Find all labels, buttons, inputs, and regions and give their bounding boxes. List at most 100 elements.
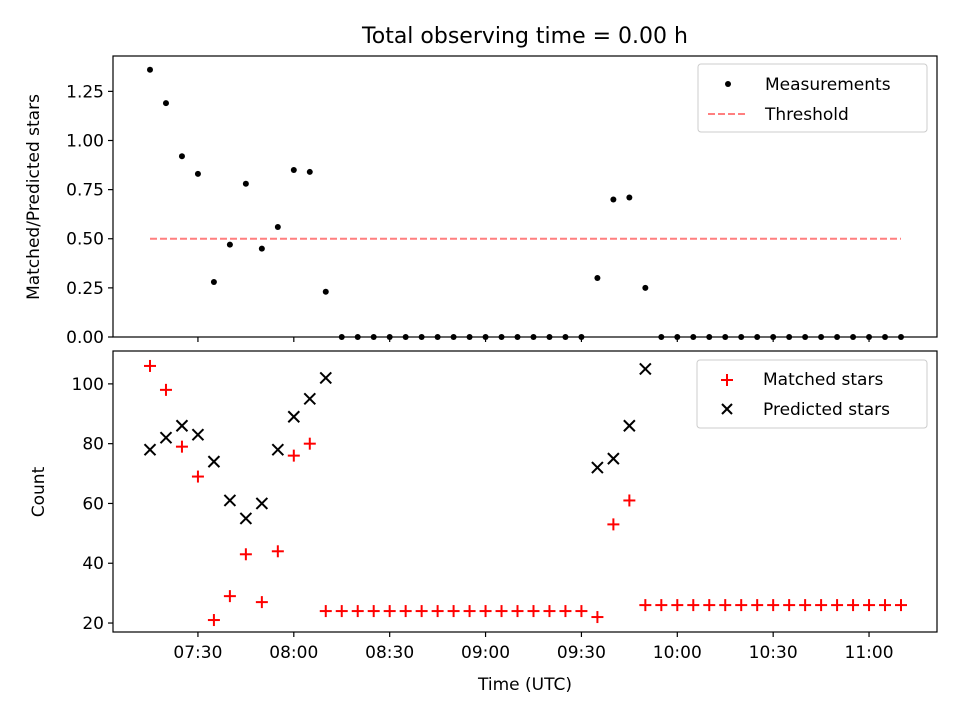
measurement-point: [178, 153, 185, 160]
matched-star-point: [591, 611, 604, 624]
x-tick-label: 10:00: [653, 643, 702, 663]
top-y-tick-label: 0.50: [66, 230, 104, 250]
matched-star-point: [639, 599, 652, 612]
matched-star-point: [175, 440, 188, 453]
top-y-tick-label: 0.25: [66, 279, 104, 299]
matched-star-point: [671, 599, 684, 612]
bottom-y-tick-label: 80: [82, 435, 104, 455]
legend-predicted-label: Predicted stars: [763, 400, 890, 420]
matched-star-point: [655, 599, 668, 612]
predicted-star-point: [319, 371, 332, 385]
matched-star-point: [335, 605, 348, 618]
matched-star-point: [319, 605, 332, 618]
legend-measurements-label: Measurements: [765, 75, 891, 95]
matched-star-point: [847, 599, 860, 612]
predicted-star-point: [591, 461, 604, 474]
bottom-y-ticks: 20 40 60 80 100: [72, 375, 113, 634]
measurement-point: [147, 66, 153, 73]
x-tick-label: 09:00: [461, 643, 510, 663]
matched-star-point: [255, 596, 268, 609]
measurement-point: [306, 168, 313, 175]
matched-star-point: [239, 548, 252, 561]
measurement-point: [162, 100, 169, 107]
matched-star-point: [463, 605, 476, 618]
matched-star-point: [351, 605, 364, 618]
chart-title: Total observing time = 0.00 h: [361, 24, 688, 49]
top-y-ticks: 0.00 0.25 0.50 0.75 1.00 1.25: [66, 82, 113, 348]
matched-star-point: [159, 383, 172, 396]
matched-star-point: [303, 437, 316, 450]
measurement-point: [610, 196, 617, 203]
predicted-star-point: [255, 497, 269, 510]
legend-matched-marker: [721, 374, 733, 386]
top-legend: Measurements Threshold: [697, 63, 928, 133]
matched-star-point: [623, 494, 636, 507]
measurement-point: [194, 170, 201, 177]
predicted-star-point: [159, 431, 173, 444]
predicted-star-point: [191, 428, 205, 441]
predicted-star-point: [207, 455, 221, 468]
matched-star-point: [719, 599, 732, 612]
bottom-y-axis-label: Count: [29, 466, 49, 517]
predicted-star-point: [303, 392, 316, 406]
legend-measurements-marker: [725, 81, 731, 87]
bottom-marks: [143, 359, 907, 627]
x-tick-label: 10:30: [749, 643, 798, 663]
measurement-point: [322, 288, 329, 295]
top-panel: 0.00 0.25 0.50 0.75 1.00 1.25 Matched/Predict…: [24, 55, 938, 348]
matched-star-point: [687, 599, 700, 612]
predicted-star-point: [223, 494, 237, 507]
measurement-point: [626, 194, 633, 201]
predicted-star-point: [607, 452, 620, 465]
measurement-point: [642, 284, 649, 291]
matched-star-point: [863, 599, 876, 612]
matched-star-point: [559, 605, 572, 618]
matched-star-point: [511, 605, 524, 618]
matched-star-point: [271, 545, 284, 558]
bottom-x-ticks: 07:30 08:00 08:30 09:00 09:30 10:00 10:30 11:00: [173, 632, 894, 663]
matched-star-point: [367, 605, 380, 618]
matched-star-point: [415, 605, 428, 618]
matched-star-point: [767, 599, 780, 612]
measurement-point: [290, 166, 297, 173]
matched-star-point: [144, 359, 156, 372]
legend-threshold-label: Threshold: [764, 105, 849, 125]
measurement-point: [242, 180, 249, 187]
matched-star-point: [495, 605, 508, 618]
matched-star-point: [431, 605, 444, 618]
bottom-y-tick-label: 40: [82, 554, 104, 574]
measurement-point: [226, 241, 233, 248]
bottom-legend: Matched stars Predicted stars: [696, 359, 928, 429]
bottom-y-tick-label: 20: [82, 614, 104, 634]
bottom-y-tick-label: 100: [72, 375, 104, 395]
top-y-tick-label: 1.00: [66, 131, 104, 151]
matched-star-point: [447, 605, 460, 618]
legend-predicted-marker: [721, 403, 733, 415]
top-y-tick-label: 0.75: [66, 181, 104, 201]
legend-matched-label: Matched stars: [763, 370, 883, 390]
bottom-legend-box: [696, 359, 928, 429]
matched-star-point: [831, 599, 844, 612]
predicted-star-point: [143, 443, 157, 456]
bottom-axes-frame: [112, 350, 938, 633]
top-legend-box: [697, 63, 928, 133]
measurement-point: [594, 275, 601, 282]
matched-star-point: [607, 518, 620, 531]
matched-star-point: [575, 605, 588, 618]
measurement-point: [210, 278, 217, 285]
top-axes-frame: [112, 55, 938, 338]
predicted-star-point: [639, 362, 652, 376]
matched-star-point: [191, 470, 204, 483]
top-y-axis-label: Matched/Predicted stars: [24, 94, 44, 300]
x-tick-label: 07:30: [173, 643, 222, 663]
matched-star-point: [783, 599, 796, 612]
top-y-tick-label: 1.25: [66, 82, 104, 102]
matched-star-point: [735, 599, 748, 612]
matched-star-point: [815, 599, 828, 612]
x-axis-label: Time (UTC): [477, 675, 572, 695]
measurement-point: [274, 223, 281, 230]
matched-star-point: [399, 605, 412, 618]
predicted-star-point: [239, 512, 253, 525]
x-tick-label: 08:00: [269, 643, 318, 663]
